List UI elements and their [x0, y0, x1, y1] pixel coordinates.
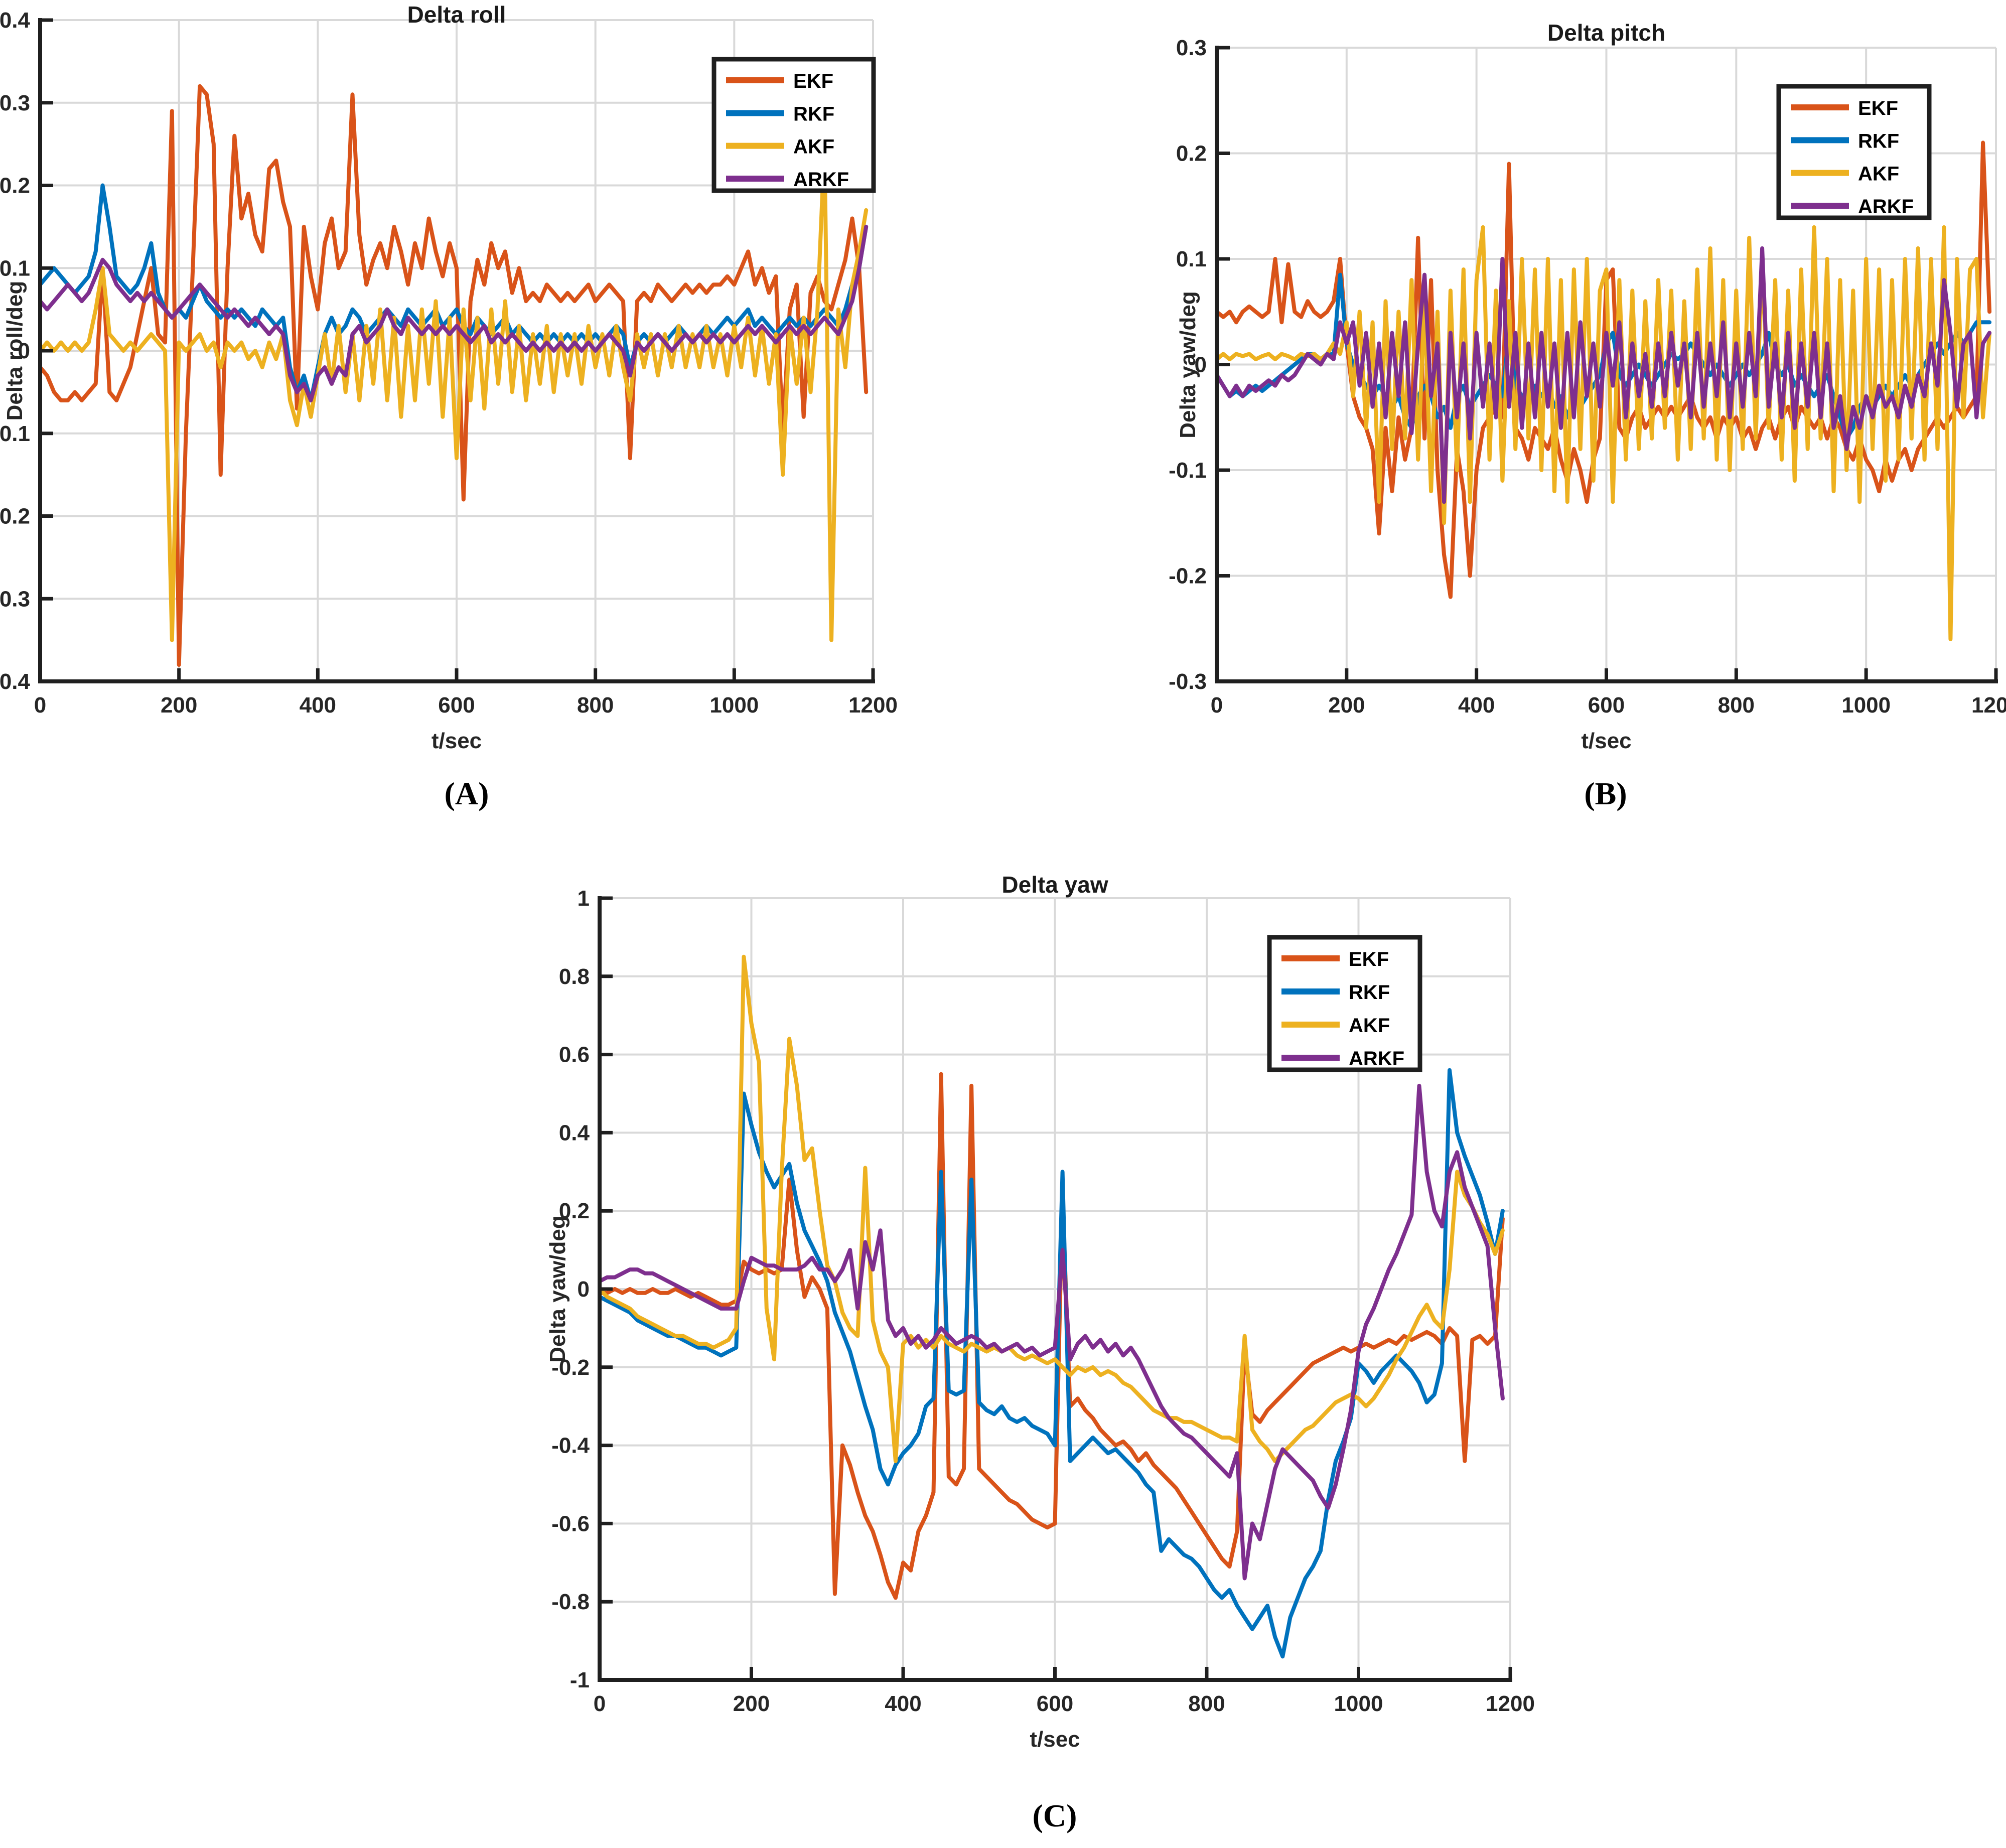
x-tick-label: 0 [34, 693, 46, 718]
chart-b-title: Delta pitch [1547, 20, 1666, 46]
chart-c-x-axis-label: t/sec [1030, 1727, 1080, 1752]
chart-c: 0 200 400 600 800 1000 1200 -1 -0.8 -0.6 -0.4 -0.2 0… [551, 886, 1535, 1716]
chart-a-caption: (A) [444, 776, 489, 811]
y-tick-label: -0.2 [0, 504, 30, 529]
x-tick-label: 0 [594, 1691, 606, 1716]
series-line-arkf [598, 1083, 1505, 1581]
chart-c-y-axis-label: Delta yaw/deg [545, 1215, 570, 1363]
x-tick-label: 1200 [1486, 1691, 1535, 1716]
y-tick-label: 0 [18, 339, 30, 363]
series-line-arkf [1215, 246, 1992, 504]
legend: EKF RKF AKF ARKF [1267, 935, 1422, 1072]
y-tick-label: 0.4 [559, 1120, 590, 1145]
legend: EKF RKF AKF ARKF [711, 57, 876, 193]
x-tick-label: 200 [161, 693, 197, 718]
y-tick-label: 0 [1195, 353, 1207, 377]
x-tick-label: 400 [1458, 693, 1495, 718]
chart-b-caption: (B) [1584, 776, 1627, 811]
y-tick-label: 0.2 [0, 174, 30, 198]
y-tick-label: 0.3 [1176, 36, 1207, 60]
x-tick-label: 600 [1037, 1691, 1073, 1716]
legend-label-arkf: ARKF [793, 169, 849, 191]
y-tick-label: -0.6 [551, 1511, 590, 1536]
chart-a-x-axis-label: t/sec [431, 729, 482, 753]
y-tick-label: -0.3 [1169, 669, 1207, 694]
y-tick-label: 0.1 [0, 256, 30, 280]
legend-label-ekf: EKF [793, 70, 833, 92]
legend-label-ekf: EKF [1349, 948, 1389, 970]
chart-b-y-axis-label: Delta yaw/deg [1176, 291, 1200, 439]
x-tick-label: 200 [733, 1691, 770, 1716]
y-tick-label: -0.2 [1169, 564, 1207, 589]
x-tick-label: 800 [1718, 693, 1755, 718]
y-tick-label: 0.4 [0, 8, 31, 33]
legend-label-akf: AKF [1349, 1015, 1390, 1037]
series-line-arkf [38, 224, 869, 402]
y-tick-label: -0.8 [551, 1590, 590, 1614]
y-tick-label: 0.2 [1176, 141, 1207, 166]
y-tick-label: 0.6 [559, 1043, 590, 1067]
legend: EKF RKF AKF ARKF [1776, 84, 1932, 220]
x-tick-label: 400 [885, 1691, 921, 1716]
x-tick-label: 0 [1211, 693, 1223, 718]
x-tick-label: 1200 [848, 693, 898, 718]
legend-label-akf: AKF [1858, 163, 1899, 185]
series-line-akf [1215, 225, 1992, 641]
y-tick-label: 0.8 [559, 964, 590, 989]
series-line-akf [38, 142, 869, 642]
y-tick-label: -0.4 [551, 1434, 590, 1458]
x-tick-label: 1000 [709, 693, 759, 718]
x-tick-label: 400 [300, 693, 336, 718]
legend-label-ekf: EKF [1858, 97, 1898, 119]
x-tick-label: 800 [1188, 1691, 1225, 1716]
legend-label-akf: AKF [793, 136, 834, 158]
x-tick-label: 1200 [1971, 693, 2006, 718]
legend-label-arkf: ARKF [1349, 1048, 1404, 1070]
series-line-ekf [598, 1072, 1505, 1600]
x-tick-label: 1000 [1334, 1691, 1383, 1716]
y-tick-label: -0.4 [0, 669, 31, 694]
legend-label-arkf: ARKF [1858, 196, 1914, 218]
chart-a: 0 200 400 600 800 1000 1200 -0.4 -0.3 -0.2 -0.1 0 0.… [0, 8, 898, 718]
chart-a-title: Delta roll [407, 2, 506, 28]
chart-c-caption: (C) [1032, 1798, 1077, 1833]
x-tick-label: 600 [1588, 693, 1625, 718]
y-tick-label: -0.1 [0, 421, 30, 446]
y-tick-label: 0 [578, 1277, 590, 1302]
x-tick-label: 1000 [1841, 693, 1891, 718]
y-tick-label: 0.2 [559, 1199, 590, 1223]
legend-label-rkf: RKF [793, 103, 834, 125]
legend-label-rkf: RKF [1349, 981, 1390, 1004]
y-tick-label: 0.3 [0, 91, 30, 115]
x-tick-label: 800 [577, 693, 614, 718]
chart-b: 0 200 400 600 800 1000 1200 -0.3 -0.2 -0.1 0 0.1 0.2… [1169, 36, 2006, 718]
chart-b-x-axis-label: t/sec [1581, 729, 1632, 753]
x-tick-label: 200 [1328, 693, 1365, 718]
series-line-ekf [38, 84, 869, 667]
legend-label-rkf: RKF [1858, 130, 1899, 152]
x-tick-label: 600 [438, 693, 475, 718]
chart-c-title: Delta yaw [1001, 872, 1108, 898]
y-tick-label: -0.3 [0, 587, 30, 611]
y-tick-label: -0.2 [551, 1355, 590, 1380]
y-tick-label: 0.1 [1176, 247, 1207, 271]
y-tick-label: -0.1 [1169, 458, 1207, 483]
y-tick-label: -1 [570, 1668, 590, 1692]
chart-a-y-axis-label: Delta roll/deg [3, 280, 27, 421]
y-tick-label: 1 [578, 886, 590, 911]
